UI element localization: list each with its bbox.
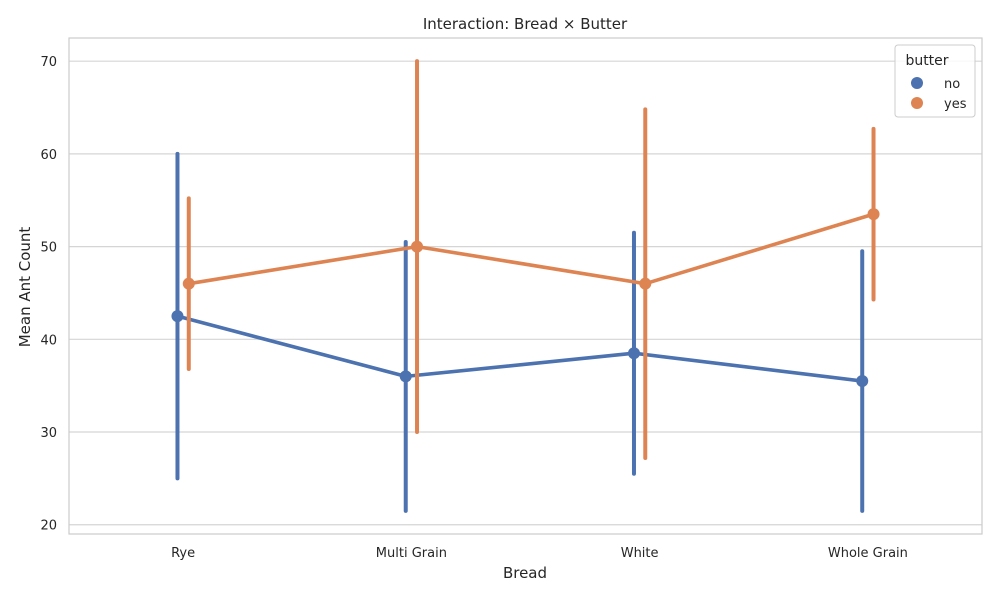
- data-point: [867, 208, 880, 221]
- series-line: [188, 212, 875, 286]
- x-tick-label: White: [621, 546, 659, 561]
- data-point: [182, 277, 195, 290]
- data-point: [639, 277, 652, 290]
- x-tick-labels: Rye Multi Grain White Whole Grain: [171, 546, 908, 561]
- y-tick-label: 40: [40, 333, 57, 348]
- plot-frame: [68, 37, 983, 535]
- chart-title: Interaction: Bread × Butter: [423, 15, 628, 33]
- legend-label: no: [944, 77, 960, 92]
- data-point: [399, 370, 412, 383]
- y-axis-label: Mean Ant Count: [16, 227, 34, 348]
- legend-marker: [911, 77, 923, 89]
- series-layer: [171, 59, 880, 513]
- data-point: [171, 310, 184, 323]
- data-point: [856, 375, 869, 388]
- legend-marker: [911, 97, 923, 109]
- x-tick-label: Rye: [171, 546, 195, 561]
- series-line: [177, 314, 863, 383]
- legend-items: no yes: [911, 77, 967, 112]
- y-tick-label: 20: [40, 519, 57, 534]
- legend: butter no yes: [894, 44, 976, 118]
- gridlines: [69, 60, 982, 526]
- legend-label: yes: [944, 97, 967, 112]
- y-tick-labels: 20 30 40 50 60 70: [40, 55, 57, 534]
- y-tick-label: 50: [40, 241, 57, 256]
- data-point: [627, 347, 640, 360]
- y-tick-label: 60: [40, 148, 57, 163]
- y-tick-label: 30: [40, 426, 57, 441]
- series-no: [171, 151, 869, 513]
- legend-title: butter: [905, 53, 948, 69]
- y-tick-label: 70: [40, 55, 57, 70]
- x-tick-label: Multi Grain: [376, 546, 447, 561]
- data-point: [411, 240, 424, 253]
- x-axis-label: Bread: [503, 564, 547, 582]
- x-tick-label: Whole Grain: [828, 546, 908, 561]
- series-yes: [182, 59, 880, 460]
